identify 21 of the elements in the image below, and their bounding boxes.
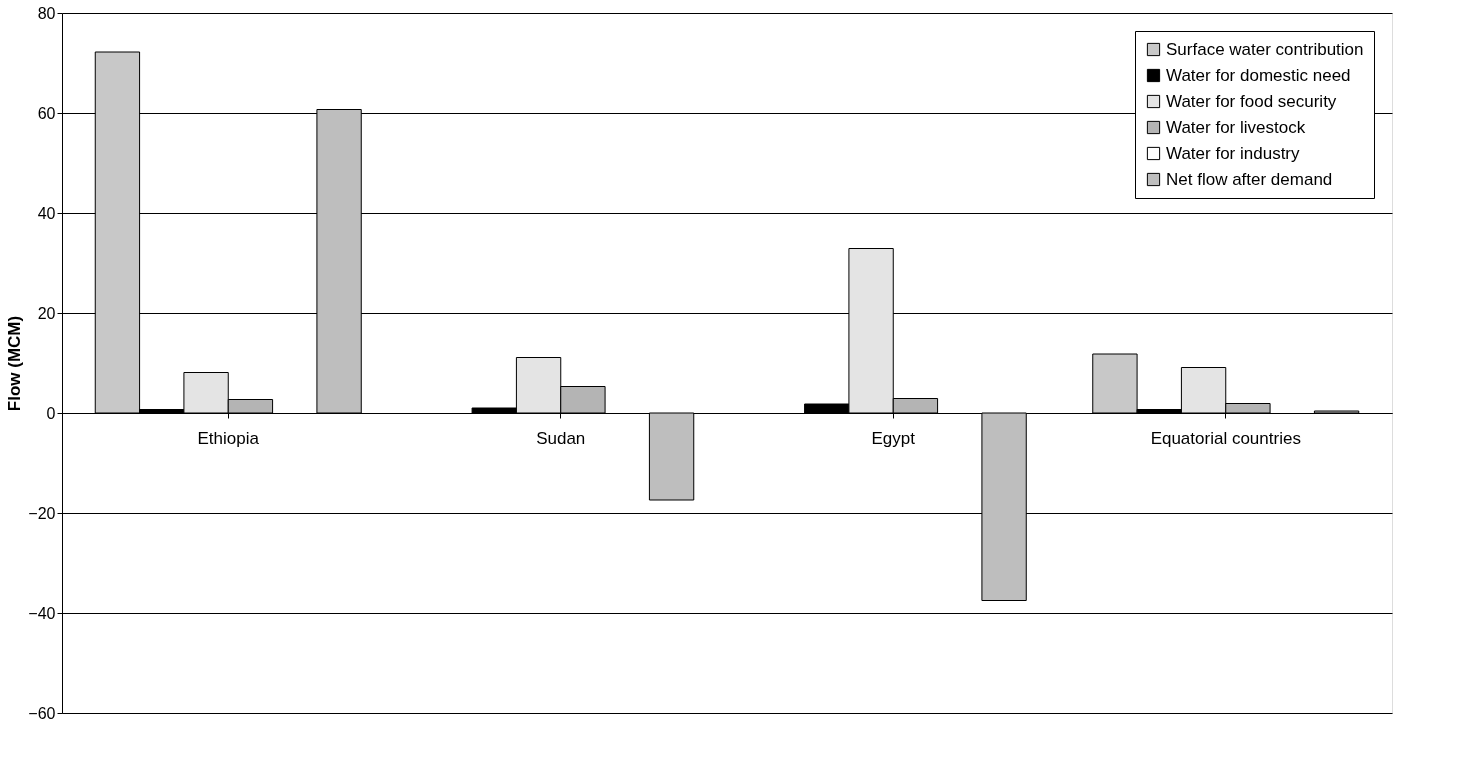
y-tick-label: 80	[37, 4, 56, 22]
y-tick-label: 0	[46, 404, 56, 422]
legend-label: Surface water contribution	[1166, 39, 1364, 59]
y-tick-label: 20	[37, 304, 56, 322]
y-tick-label: −20	[28, 504, 56, 522]
bar	[1313, 410, 1360, 414]
y-tick-label: −60	[28, 704, 56, 722]
legend-label: Water for food security	[1166, 91, 1337, 111]
legend-label: Water for industry	[1166, 143, 1301, 163]
legend-label: Water for livestock	[1166, 117, 1306, 137]
legend-label: Net flow after demand	[1166, 169, 1333, 189]
y-tick-label: −40	[28, 604, 56, 622]
y-axis-title: Flow (MCM)	[5, 315, 25, 412]
x-tick-label: Sudan	[536, 428, 586, 448]
x-tick-label: Egypt	[871, 428, 916, 448]
legend-label: Water for domestic need	[1166, 65, 1351, 85]
x-tick-label: Ethiopia	[197, 428, 260, 448]
bar	[648, 412, 695, 501]
x-tick-label: Equatorial countries	[1150, 428, 1301, 448]
y-tick-label: 40	[37, 204, 56, 222]
y-tick-label: 60	[37, 104, 56, 122]
